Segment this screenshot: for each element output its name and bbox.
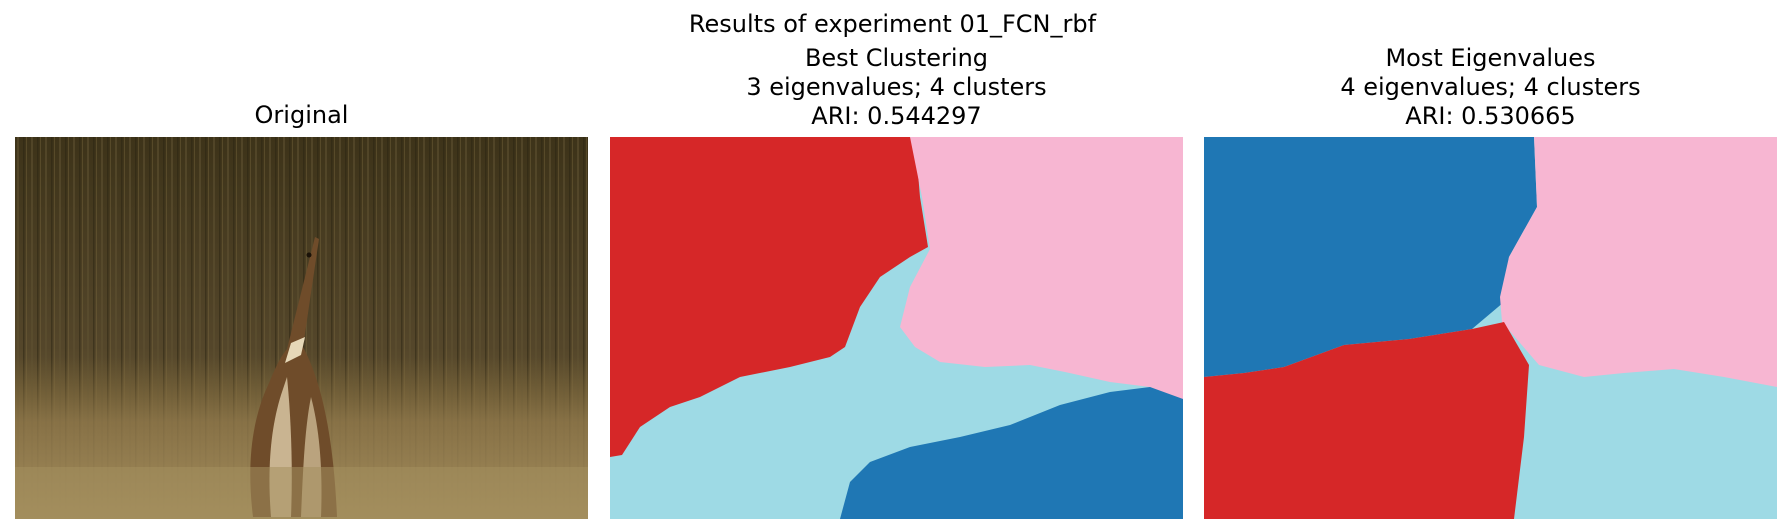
best-clustering-map	[610, 137, 1183, 519]
original-image-panel	[15, 137, 588, 519]
title-line: ARI: 0.530665	[1405, 102, 1576, 130]
panel-title-most-eigenvalues: Most Eigenvalues 4 eigenvalues; 4 cluste…	[1204, 44, 1777, 131]
panel-title-original: Original	[15, 101, 588, 130]
most-eigenvalues-panel	[1204, 137, 1777, 519]
title-line: 3 eigenvalues; 4 clusters	[746, 73, 1047, 101]
title-line: Original	[254, 101, 349, 129]
cluster-red	[1204, 322, 1529, 519]
title-line: Best Clustering	[804, 44, 989, 72]
panel-title-best-clustering: Best Clustering 3 eigenvalues; 4 cluster…	[610, 44, 1183, 131]
figure-suptitle: Results of experiment 01_FCN_rbf	[688, 10, 1097, 38]
title-line: ARI: 0.544297	[811, 102, 982, 130]
cluster-pink	[900, 137, 1183, 402]
best-clustering-panel	[610, 137, 1183, 519]
title-line: 4 eigenvalues; 4 clusters	[1340, 73, 1641, 101]
foreground-grass	[15, 467, 588, 519]
original-photo	[15, 137, 588, 519]
cluster-red	[610, 137, 928, 457]
title-line: Most Eigenvalues	[1385, 44, 1596, 72]
most-eigenvalues-map	[1204, 137, 1777, 519]
cluster-dark-blue	[840, 387, 1183, 519]
cluster-dark-blue	[1204, 137, 1537, 377]
cluster-pink	[1500, 137, 1777, 387]
